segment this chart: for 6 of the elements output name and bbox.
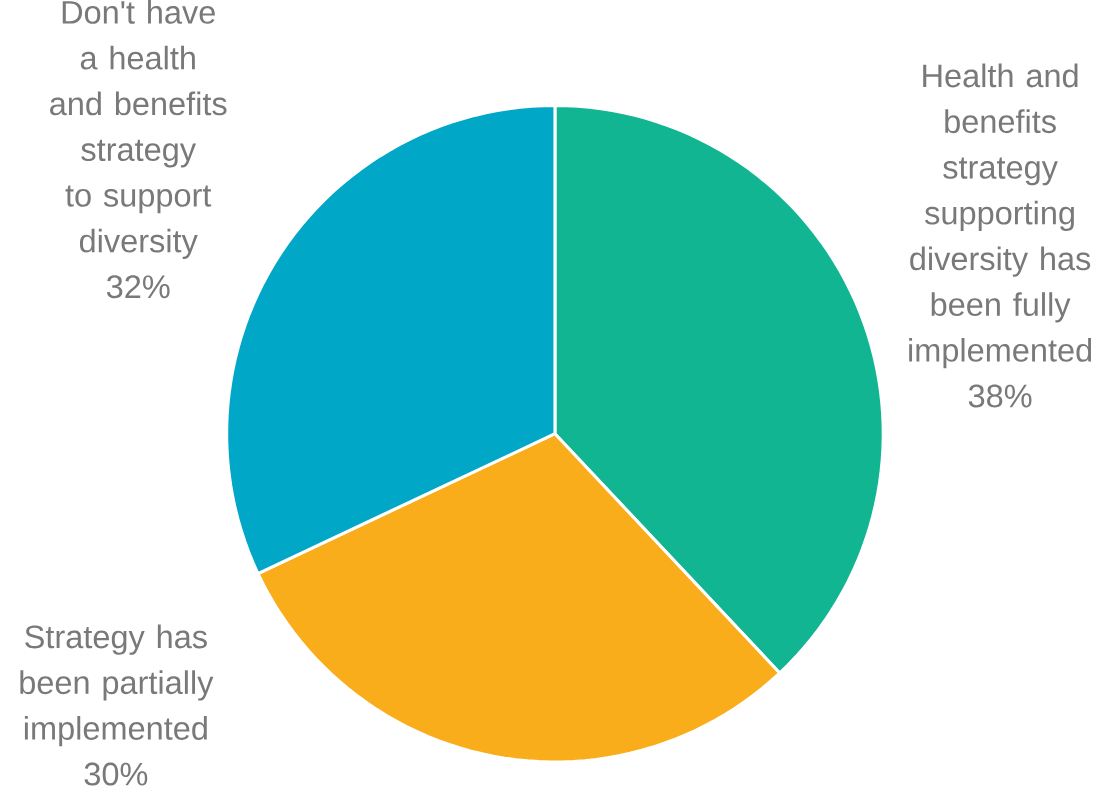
data-label: 38% bbox=[968, 384, 1032, 408]
data-label: 30% bbox=[84, 762, 148, 786]
slice-label: Health and benefits strategy supporting diversity has been fully implemented bbox=[909, 63, 1092, 369]
slice-label: Strategy has been partially implemented bbox=[20, 624, 214, 747]
slice-label: Don't have a health and benefits strategy to support diversity bbox=[50, 0, 227, 260]
data-label: 32% bbox=[106, 275, 170, 299]
